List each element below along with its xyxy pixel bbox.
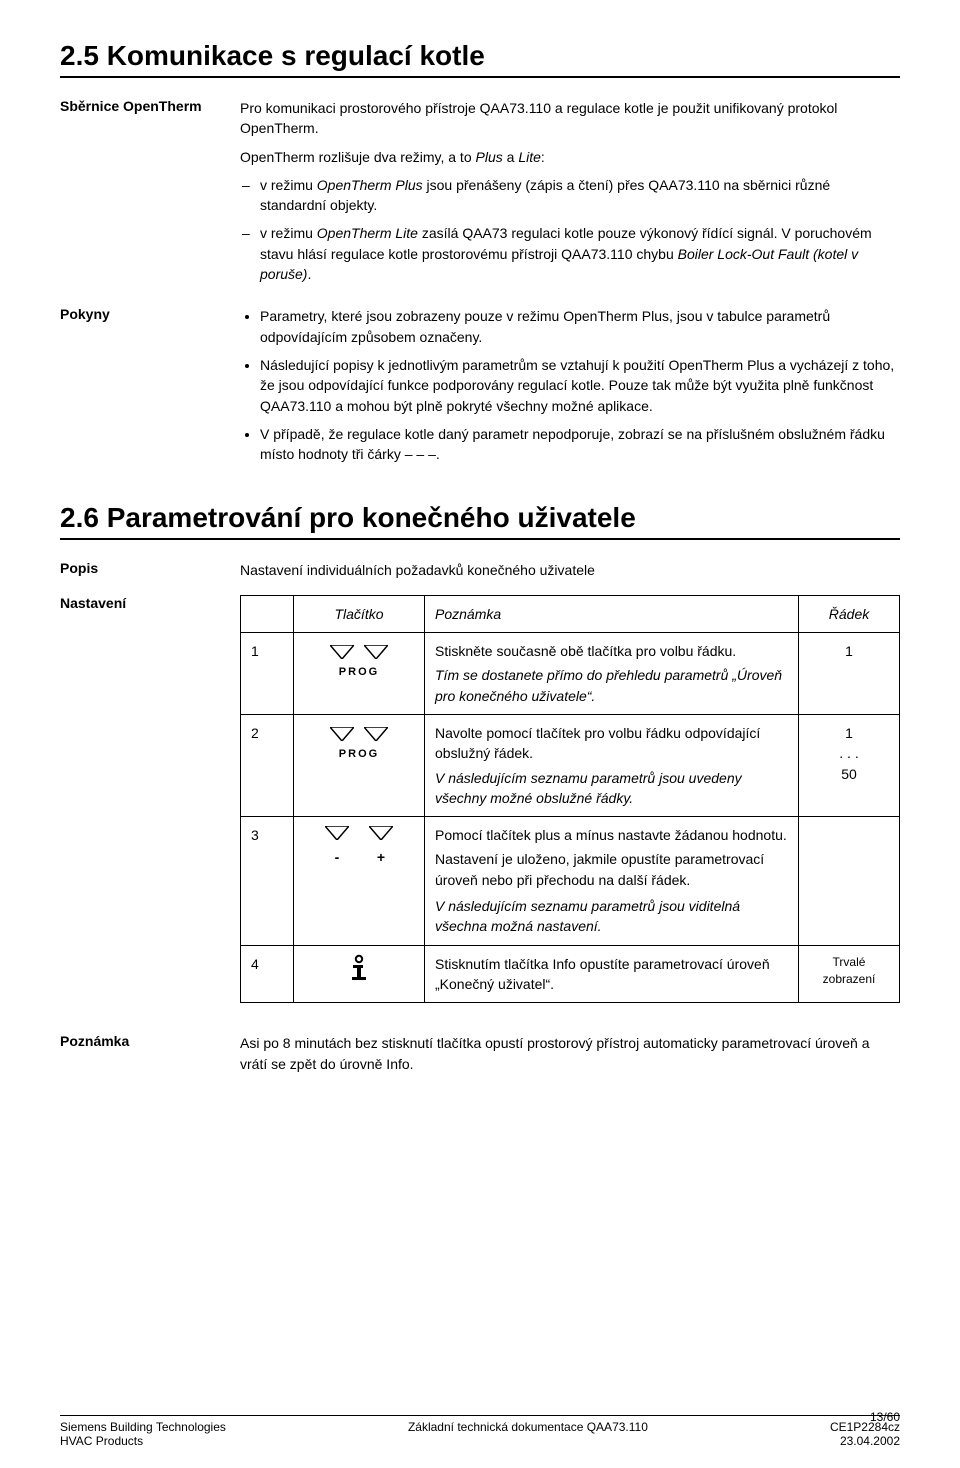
triangle-down-icon (330, 645, 354, 659)
page-footer: Siemens Building Technologies HVAC Produ… (60, 1415, 900, 1448)
row-ref-cell: Trvalé zobrazení (799, 945, 900, 1003)
note-cell: Stiskněte současně obě tlačítka pro volb… (425, 633, 799, 715)
note-text: Stisknutím tlačítka Info opustíte parame… (435, 954, 788, 995)
table-row: 4 Stisknutím tlačítka Info opus (241, 945, 900, 1003)
side-label-poznamka: Poznámka (60, 1033, 240, 1074)
heading-2-5: 2.5 Komunikace s regulací kotle (60, 40, 900, 78)
dash-list: v režimu OpenTherm Plus jsou přenášeny (… (240, 175, 900, 284)
paragraph: OpenTherm rozlišuje dva režimy, a to Plu… (240, 147, 900, 167)
note-text-italic: Tím se dostanete přímo do přehledu param… (435, 665, 788, 706)
minus-label: - (325, 847, 349, 867)
note-cell: Stisknutím tlačítka Info opustíte parame… (425, 945, 799, 1003)
table-header-row: Tlačítko Poznámka Řádek (241, 595, 900, 632)
triangle-down-icon (369, 826, 393, 840)
triangle-down-icon (364, 727, 388, 741)
note-text-italic: V následujícím seznamu parametrů jsou vi… (435, 896, 788, 937)
settings-table: Tlačítko Poznámka Řádek 1 PROG (240, 595, 900, 1003)
dot-list: Parametry, které jsou zobrazeny pouze v … (240, 306, 900, 464)
row-number: 2 (241, 714, 294, 816)
note-text: Stiskněte současně obě tlačítka pro volb… (435, 641, 788, 661)
popis-text: Nastavení individuálních požadavků koneč… (240, 560, 900, 580)
table-row: 1 PROG Stiskněte současně obě tlačítka p… (241, 633, 900, 715)
heading-2-6: 2.6 Parametrování pro konečného uživatel… (60, 502, 900, 540)
button-cell (294, 945, 425, 1003)
row-number: 4 (241, 945, 294, 1003)
poznamka-text: Asi po 8 minutách bez stisknutí tlačítka… (240, 1033, 900, 1074)
paragraph: Pro komunikaci prostorového přístroje QA… (240, 98, 900, 139)
note-cell: Pomocí tlačítek plus a mínus nastavte žá… (425, 817, 799, 945)
prog-label: PROG (339, 665, 379, 681)
header-cell: Řádek (799, 595, 900, 632)
note-text: Nastavení je uloženo, jakmile opustíte p… (435, 849, 788, 890)
triangle-down-icon (330, 727, 354, 741)
list-item: V případě, že regulace kotle daný parame… (260, 424, 900, 465)
list-item: Následující popisy k jednotlivým paramet… (260, 355, 900, 416)
table-row: 3 - + (241, 817, 900, 945)
triangle-down-icon (325, 826, 349, 840)
button-cell: PROG (294, 633, 425, 715)
list-item: Parametry, které jsou zobrazeny pouze v … (260, 306, 900, 347)
block-poznamka: Poznámka Asi po 8 minutách bez stisknutí… (60, 1033, 900, 1074)
footer-right: CE1P2284cz 23.04.2002 (830, 1420, 900, 1448)
button-cell: - + (294, 817, 425, 945)
header-cell: Poznámka (425, 595, 799, 632)
document-page: 2.5 Komunikace s regulací kotle Sběrnice… (0, 0, 960, 1468)
block-opentherm: Sběrnice OpenTherm Pro komunikaci prosto… (60, 98, 900, 292)
table-row: 2 PROG Navolte pomocí tlačítek pro volbu… (241, 714, 900, 816)
row-number: 1 (241, 633, 294, 715)
plus-label: + (369, 847, 393, 867)
footer-left: Siemens Building Technologies HVAC Produ… (60, 1420, 226, 1448)
row-number: 3 (241, 817, 294, 945)
note-text: Navolte pomocí tlačítek pro volbu řádku … (435, 723, 788, 764)
triangle-down-icon (364, 645, 388, 659)
list-item: v režimu OpenTherm Plus jsou přenášeny (… (260, 175, 900, 216)
prog-label: PROG (339, 747, 379, 763)
side-label-pokyny: Pokyny (60, 306, 240, 472)
info-icon (304, 954, 414, 982)
list-item: v režimu OpenTherm Lite zasílá QAA73 reg… (260, 223, 900, 284)
row-ref-cell: 1 . . . 50 (799, 714, 900, 816)
side-label-nastaveni: Nastavení (60, 595, 240, 1003)
row-ref-cell (799, 817, 900, 945)
note-text-italic: V následujícím seznamu parametrů jsou uv… (435, 768, 788, 809)
block-popis: Popis Nastavení individuálních požadavků… (60, 560, 900, 580)
side-label-popis: Popis (60, 560, 240, 580)
header-cell: Tlačítko (294, 595, 425, 632)
header-cell (241, 595, 294, 632)
button-cell: PROG (294, 714, 425, 816)
footer-center: Základní technická dokumentace QAA73.110 (226, 1420, 830, 1448)
block-pokyny: Pokyny Parametry, které jsou zobrazeny p… (60, 306, 900, 472)
side-label-opentherm: Sběrnice OpenTherm (60, 98, 240, 292)
row-ref-cell: 1 (799, 633, 900, 715)
note-cell: Navolte pomocí tlačítek pro volbu řádku … (425, 714, 799, 816)
note-text: Pomocí tlačítek plus a mínus nastavte žá… (435, 825, 788, 845)
block-nastaveni: Nastavení Tlačítko Poznámka Řádek 1 (60, 595, 900, 1003)
